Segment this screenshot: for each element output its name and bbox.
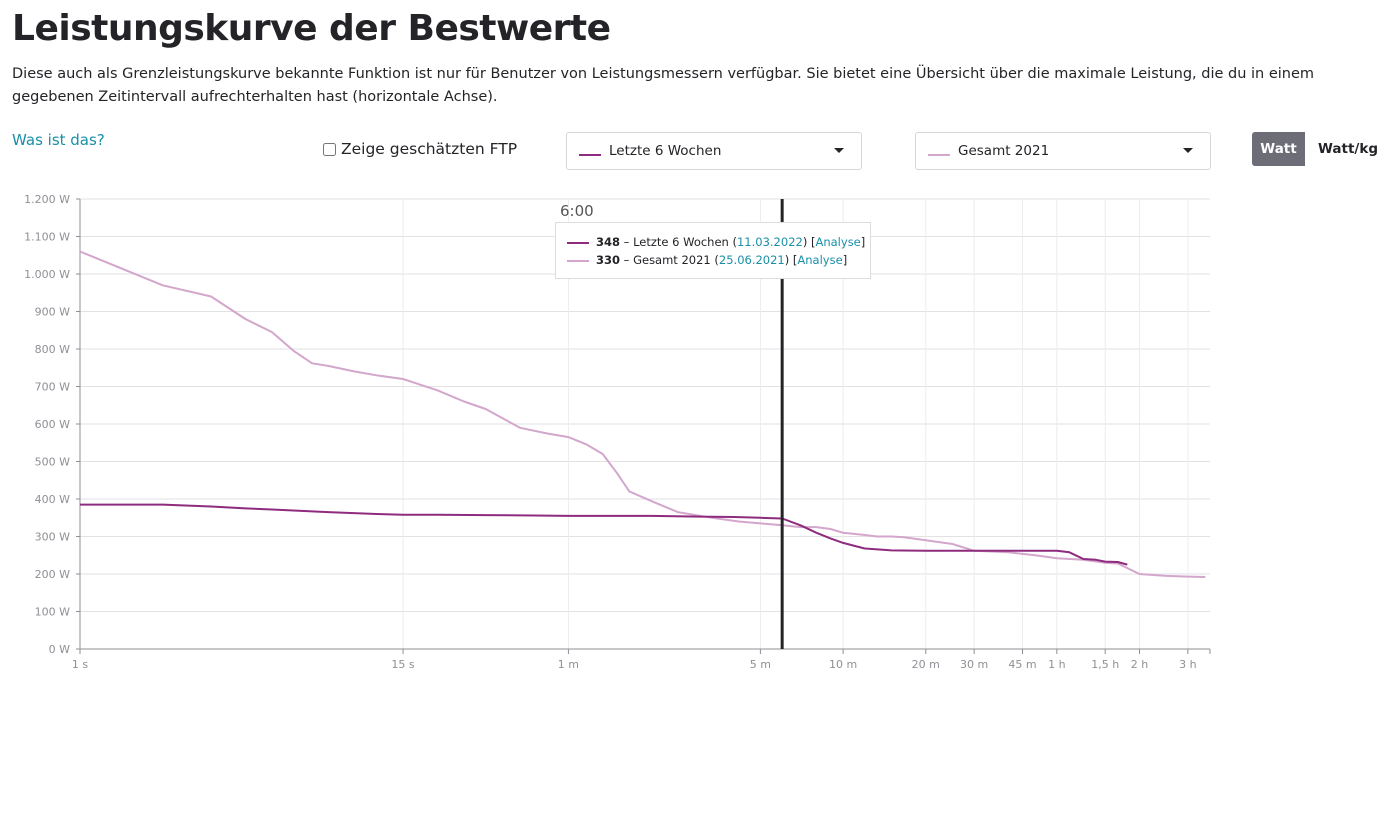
x-tick-label: 5 m	[750, 658, 771, 671]
y-tick-label: 1.000 W	[24, 268, 70, 281]
x-tick-label: 10 m	[829, 658, 857, 671]
ftp-toggle[interactable]: Zeige geschätzten FTP	[323, 140, 517, 158]
tooltip-paren-open: (	[728, 235, 737, 249]
chart-series	[79, 250, 1206, 578]
tooltip-bracket-close: ]	[860, 235, 866, 249]
y-tick-label: 900 W	[35, 306, 70, 319]
y-tick-label: 0 W	[49, 643, 70, 656]
x-tick-label: 15 s	[391, 658, 414, 671]
tooltip-series-name: Gesamt 2021	[633, 253, 711, 267]
tooltip-paren-open: (	[710, 253, 719, 267]
comparison-series-swatch	[928, 154, 950, 156]
y-tick-label: 500 W	[35, 456, 70, 469]
x-tick-label: 1,5 h	[1091, 658, 1119, 671]
y-tick-label: 300 W	[35, 531, 70, 544]
tooltip-time: 6:00	[560, 202, 594, 220]
x-tick-label: 2 h	[1131, 658, 1148, 671]
unit-toggle: Watt Watt/kg	[1252, 132, 1377, 166]
tooltip-series-name: Letzte 6 Wochen	[633, 235, 729, 249]
tooltip-bracket-close: ]	[842, 253, 848, 267]
unit-watt-button[interactable]: Watt	[1252, 132, 1305, 166]
y-tick-label: 1.200 W	[24, 193, 70, 206]
tooltip-row-comparison: 330 – Gesamt 2021 (25.06.2021) [Analyse]	[567, 253, 847, 267]
y-tick-label: 1.100 W	[24, 231, 70, 244]
chart-grid	[80, 198, 1210, 649]
tooltip-analyse-link[interactable]: Analyse	[797, 253, 843, 267]
chevron-down-icon	[1183, 148, 1193, 153]
help-link[interactable]: Was ist das?	[12, 131, 105, 149]
tooltip-value: 348	[596, 235, 621, 249]
y-tick-label: 700 W	[35, 381, 70, 394]
ftp-label: Zeige geschätzten FTP	[341, 140, 518, 158]
tooltip-separator: –	[620, 253, 634, 267]
x-tick-label: 1 s	[72, 658, 88, 671]
ftp-checkbox[interactable]	[323, 142, 336, 156]
y-tick-label: 600 W	[35, 418, 70, 431]
chevron-down-icon	[834, 148, 844, 153]
tooltip-separator: –	[620, 235, 634, 249]
y-tick-label: 200 W	[35, 568, 70, 581]
x-tick-label: 30 m	[960, 658, 988, 671]
primary-series-swatch	[579, 154, 601, 156]
period-select-primary-label: Letzte 6 Wochen	[609, 143, 722, 159]
period-select-comparison-label: Gesamt 2021	[958, 143, 1050, 159]
page-title: Leistungskurve der Bestwerte	[12, 8, 611, 49]
x-tick-label: 3 h	[1179, 658, 1196, 671]
period-select-comparison[interactable]: Gesamt 2021	[915, 132, 1211, 170]
tooltip-row-primary: 348 – Letzte 6 Wochen (11.03.2022) [Anal…	[567, 235, 865, 249]
tooltip-analyse-link[interactable]: Analyse	[815, 235, 861, 249]
x-tick-label: 1 h	[1048, 658, 1065, 671]
y-tick-label: 400 W	[35, 493, 70, 506]
tooltip-swatch	[567, 259, 589, 262]
unit-watt-per-kg-button[interactable]: Watt/kg	[1305, 132, 1377, 166]
period-select-primary[interactable]: Letzte 6 Wochen	[566, 132, 862, 170]
tooltip-date-link[interactable]: 25.06.2021	[718, 253, 785, 267]
page-description: Diese auch als Grenzleistungskurve bekan…	[12, 66, 1315, 105]
tooltip-value: 330	[596, 253, 621, 267]
tooltip-swatch	[567, 241, 589, 244]
x-tick-label: 20 m	[912, 658, 940, 671]
y-tick-label: 800 W	[35, 343, 70, 356]
x-tick-label: 1 m	[558, 658, 579, 671]
chart-tooltip: 348 – Letzte 6 Wochen (11.03.2022) [Anal…	[555, 222, 871, 279]
tooltip-date-link[interactable]: 11.03.2022	[736, 235, 803, 249]
y-tick-label: 100 W	[35, 606, 70, 619]
series-line-letzte-6-wochen	[80, 503, 1128, 566]
tooltip-paren-close: ) [	[784, 253, 798, 267]
x-tick-label: 45 m	[1008, 658, 1036, 671]
series-line-gesamt-2021	[79, 250, 1206, 578]
chart-axes: 0 W 100 W 200 W 300 W 400 W 500 W 600 W 700 W 80…	[24, 193, 1211, 671]
tooltip-paren-close: ) [	[802, 235, 816, 249]
